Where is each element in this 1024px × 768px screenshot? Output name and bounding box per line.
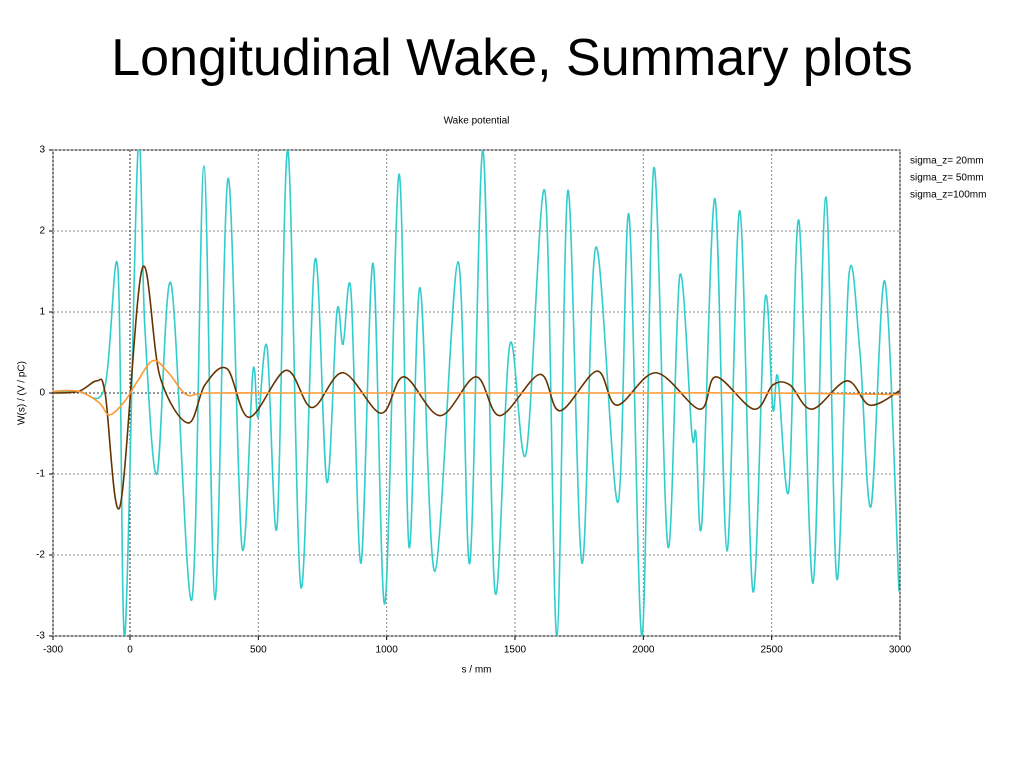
legend-entry: sigma_z= 20mm (910, 156, 984, 167)
series-line (53, 359, 900, 416)
x-axis-label: s / mm (462, 665, 492, 676)
y-tick-label: 2 (39, 226, 45, 237)
series-line (53, 265, 900, 510)
slide-title: Longitudinal Wake, Summary plots (111, 29, 913, 87)
x-tick-label: -300 (43, 645, 63, 656)
y-tick-label: 0 (39, 388, 45, 399)
x-tick-label: 2500 (761, 645, 784, 656)
series-line (53, 150, 900, 636)
x-tick-label: 3000 (889, 645, 912, 656)
y-tick-label: -2 (36, 550, 45, 561)
legend-entry: sigma_z=100mm (910, 190, 986, 201)
x-tick-label: 2000 (632, 645, 655, 656)
chart-title: Wake potential (444, 116, 510, 127)
y-tick-label: -1 (36, 469, 45, 480)
x-tick-label: 1000 (376, 645, 399, 656)
y-tick-label: 3 (39, 145, 45, 156)
x-tick-label: 0 (127, 645, 133, 656)
y-axis-label: W(s) / (V / pC) (17, 361, 28, 425)
x-tick-label: 500 (250, 645, 267, 656)
x-tick-label: 1500 (504, 645, 527, 656)
legend-entry: sigma_z= 50mm (910, 173, 984, 184)
y-tick-label: -3 (36, 631, 45, 642)
y-tick-label: 1 (39, 307, 45, 318)
